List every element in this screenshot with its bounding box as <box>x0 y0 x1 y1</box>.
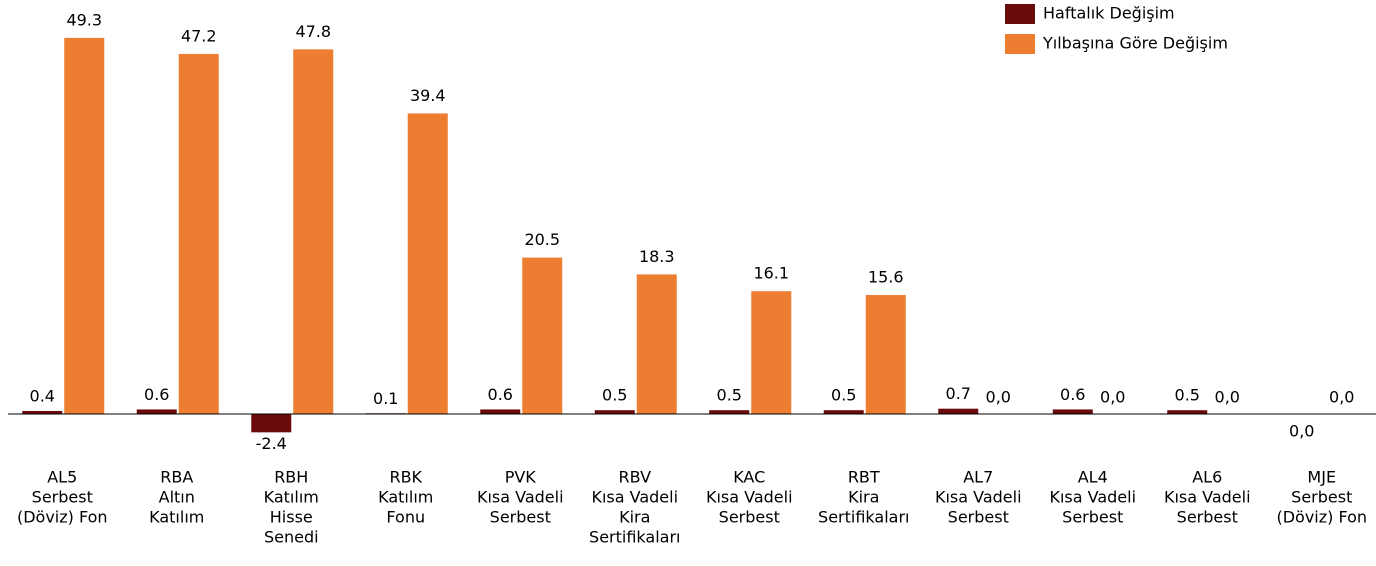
x-tick-label: Altın <box>159 488 195 507</box>
x-tick-label: Sertifikaları <box>818 508 909 527</box>
bar <box>1167 410 1208 415</box>
data-label: 18.3 <box>639 247 675 266</box>
data-label: 0.7 <box>946 384 971 403</box>
bar <box>64 37 105 415</box>
data-label: 0,0 <box>1289 422 1314 441</box>
x-tick-label: AL4 <box>1078 468 1108 487</box>
bar <box>636 274 677 415</box>
x-tick-label: Katılım <box>149 508 204 527</box>
x-tick-label: Serbest <box>1291 488 1352 507</box>
data-label: 0.1 <box>373 389 398 408</box>
data-label: -2.4 <box>256 434 287 453</box>
x-tick-label: Sertifikaları <box>589 528 680 547</box>
x-tick-label: PVK <box>505 468 537 487</box>
data-label: 0,0 <box>1215 388 1240 407</box>
data-label: 0.6 <box>488 385 513 404</box>
bar <box>865 295 906 415</box>
bar <box>480 409 521 415</box>
x-tick-label: Serbest <box>1062 508 1123 527</box>
bar <box>407 113 448 415</box>
data-label: 20.5 <box>524 230 560 249</box>
x-tick-label: Katılım <box>264 488 319 507</box>
bar <box>823 410 864 415</box>
x-tick-label: (Döviz) Fon <box>1276 508 1367 527</box>
legend-swatch <box>1005 34 1035 54</box>
x-tick-label: Serbest <box>719 508 780 527</box>
x-tick-label: KAC <box>733 468 765 487</box>
data-label: 47.8 <box>295 22 331 41</box>
data-label: 49.3 <box>66 10 102 29</box>
legend-label: Yılbaşına Göre Değişim <box>1042 34 1228 53</box>
x-tick-label: RBV <box>618 468 651 487</box>
data-label: 0.6 <box>1060 385 1085 404</box>
x-tick-label: Serbest <box>490 508 551 527</box>
legend-swatch <box>1005 4 1035 24</box>
data-label: 0.5 <box>831 386 856 405</box>
bar <box>751 291 792 415</box>
x-tick-label: Serbest <box>1177 508 1238 527</box>
data-label: 39.4 <box>410 86 446 105</box>
x-tick-label: Serbest <box>32 488 93 507</box>
x-tick-label: MJE <box>1307 468 1336 487</box>
x-tick-label: Kısa Vadeli <box>591 488 678 507</box>
x-tick-label: Serbest <box>948 508 1009 527</box>
x-tick-label: (Döviz) Fon <box>17 508 108 527</box>
data-label: 0.4 <box>30 386 55 405</box>
bar <box>594 410 635 415</box>
bar <box>251 414 292 433</box>
x-tick-label: Kısa Vadeli <box>1049 488 1136 507</box>
x-tick-label: AL6 <box>1192 468 1222 487</box>
legend-label: Haftalık Değişim <box>1043 4 1175 23</box>
x-tick-label: Kısa Vadeli <box>477 488 564 507</box>
data-label: 0.5 <box>1175 386 1200 405</box>
x-tick-label: Kira <box>848 488 879 507</box>
x-tick-label: Kira <box>619 508 650 527</box>
x-tick-label: Fonu <box>386 508 425 527</box>
x-tick-label: Kısa Vadeli <box>706 488 793 507</box>
bar <box>1052 409 1093 415</box>
data-label: 47.2 <box>181 26 217 45</box>
data-label: 0.5 <box>602 386 627 405</box>
x-tick-label: AL5 <box>47 468 77 487</box>
x-tick-label: RBH <box>274 468 308 487</box>
bar <box>293 49 334 415</box>
x-tick-label: Kısa Vadeli <box>1164 488 1251 507</box>
data-label: 15.6 <box>868 268 904 287</box>
bar <box>709 410 750 415</box>
bar <box>522 257 563 415</box>
data-label: 0,0 <box>986 388 1011 407</box>
data-label: 0,0 <box>1100 388 1125 407</box>
data-label: 0,0 <box>1329 388 1354 407</box>
data-label: 16.1 <box>753 264 789 283</box>
x-tick-label: Kısa Vadeli <box>935 488 1022 507</box>
bar <box>938 408 979 415</box>
bar <box>22 410 63 415</box>
x-tick-label: Hisse <box>270 508 313 527</box>
x-tick-label: AL7 <box>963 468 993 487</box>
x-tick-label: RBK <box>389 468 422 487</box>
bar <box>178 53 219 415</box>
data-label: 0.5 <box>717 386 742 405</box>
bar <box>136 409 177 415</box>
x-tick-label: RBA <box>160 468 193 487</box>
x-tick-label: Senedi <box>264 528 319 547</box>
x-tick-label: Katılım <box>378 488 433 507</box>
data-label: 0.6 <box>144 385 169 404</box>
x-tick-label: RBT <box>848 468 880 487</box>
